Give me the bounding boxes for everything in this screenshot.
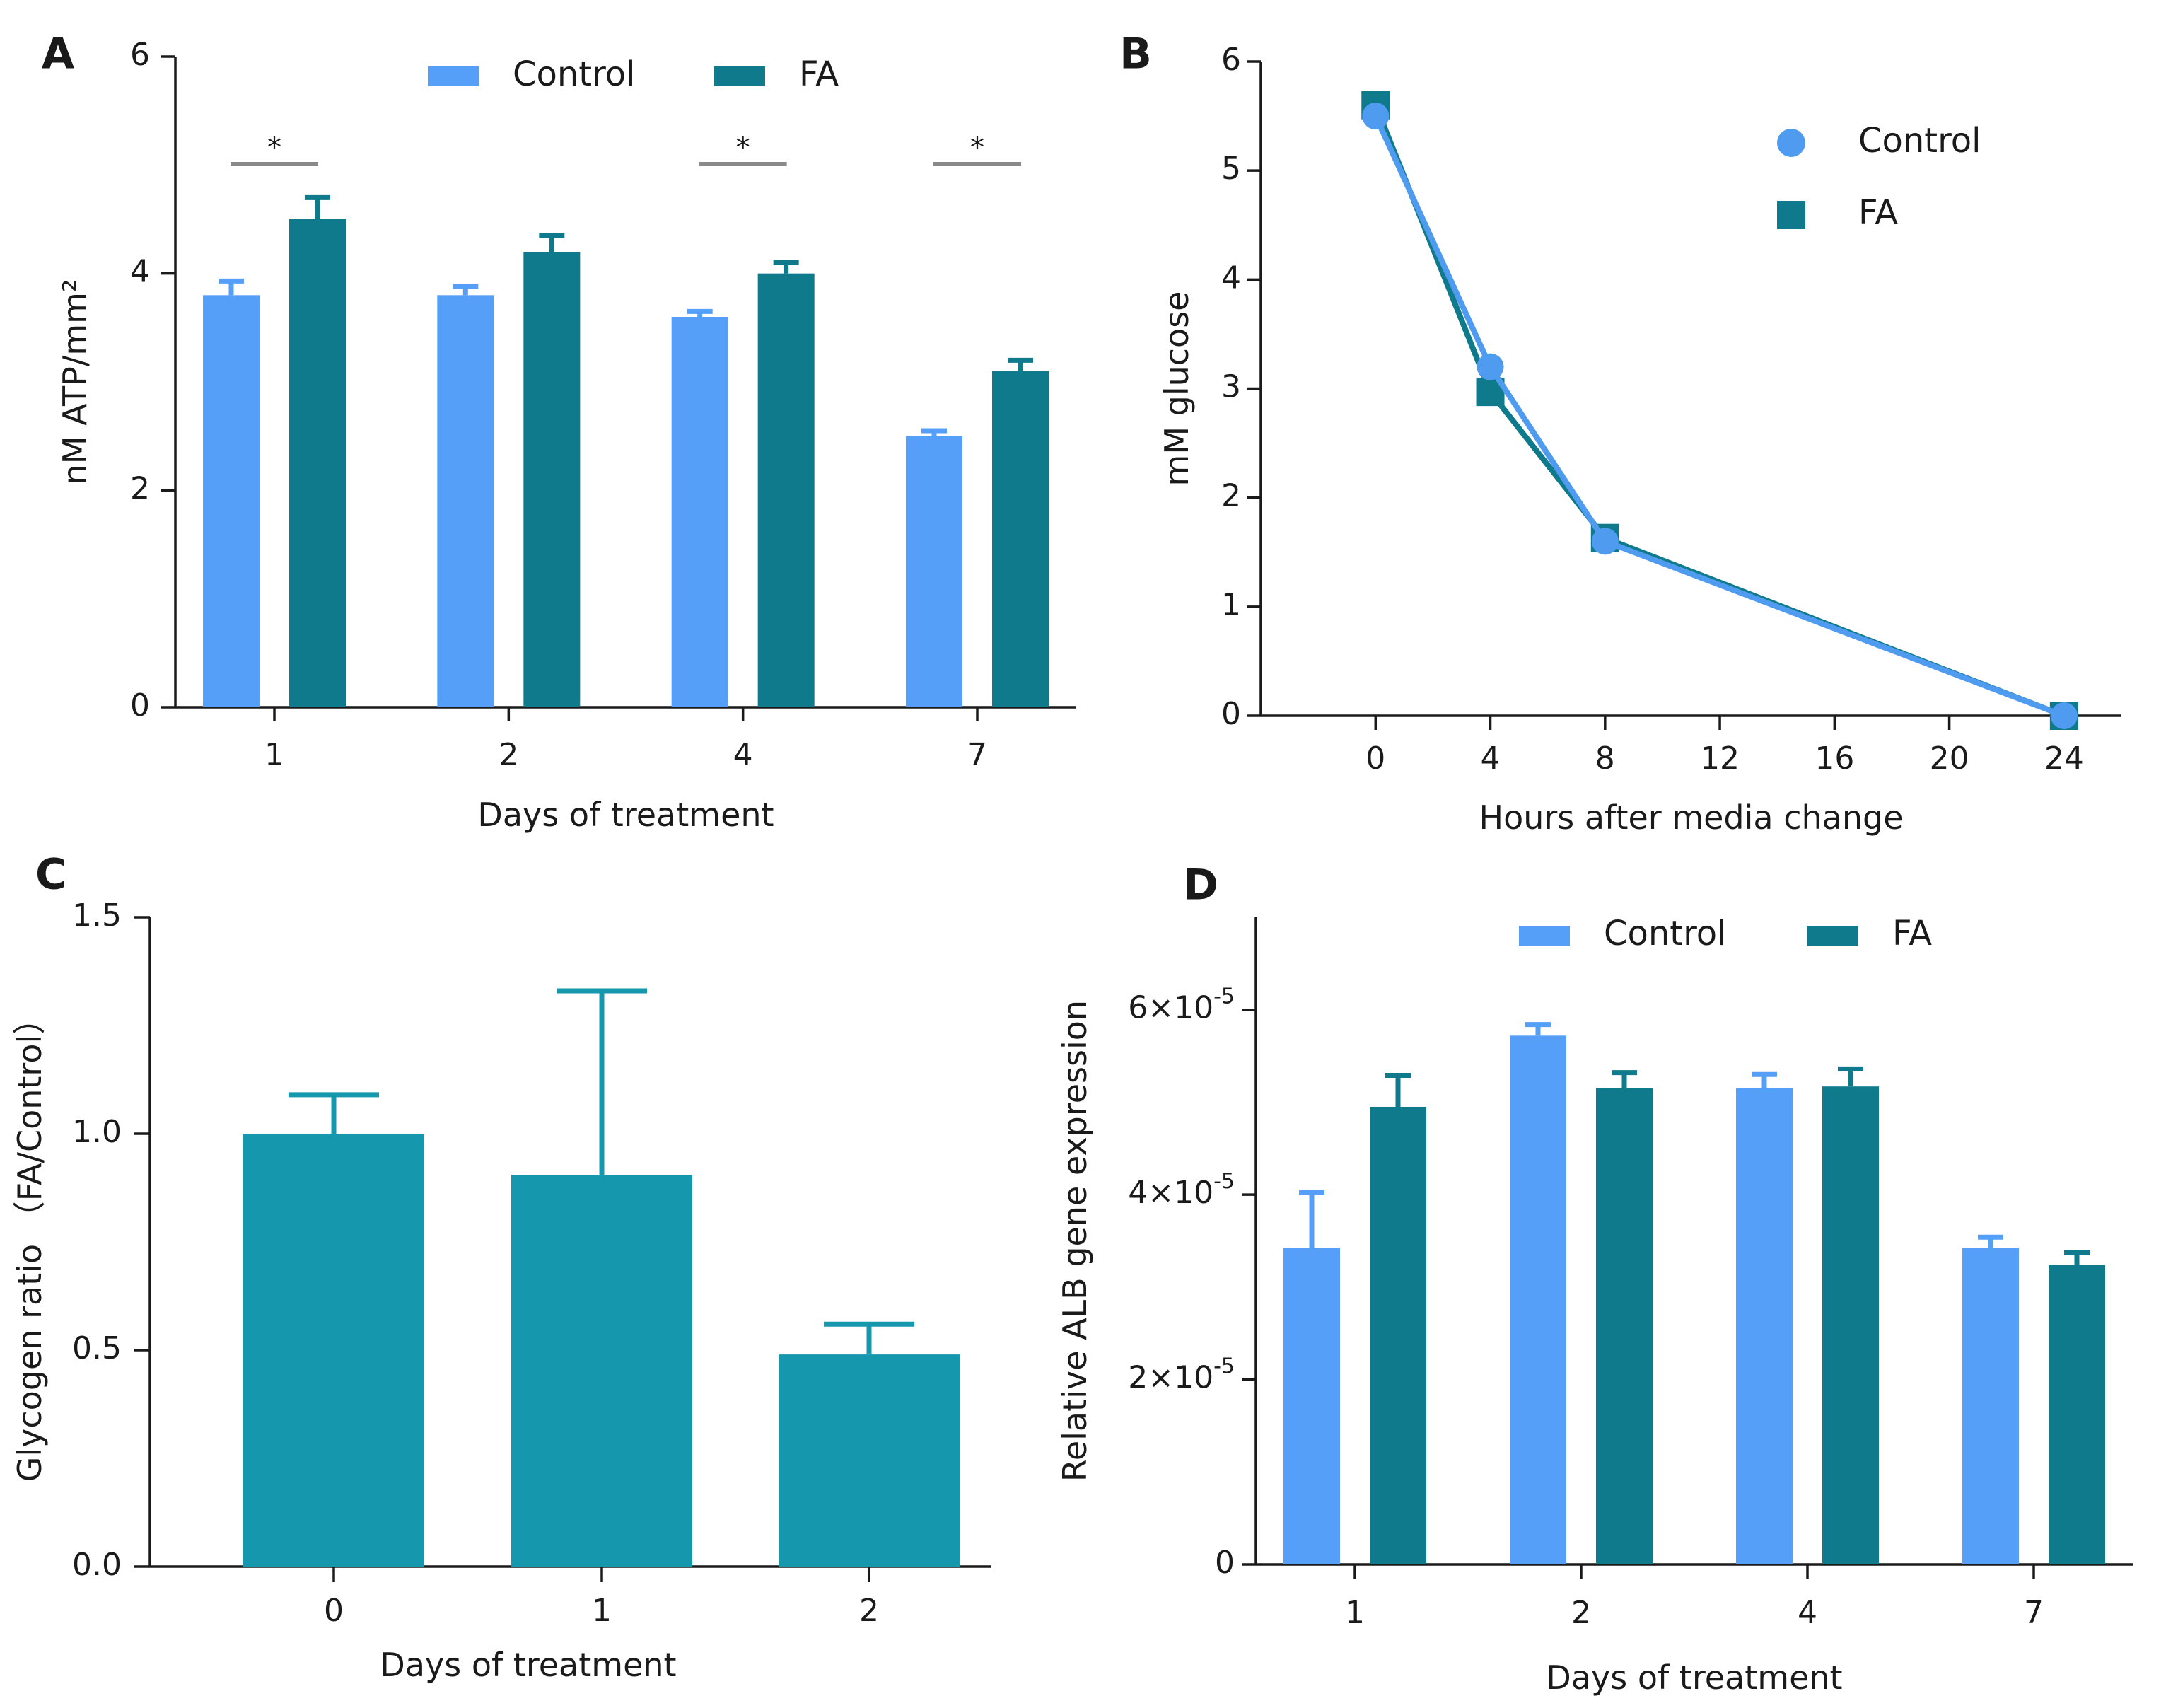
x-tick-label: 7 <box>967 737 987 773</box>
x-tick-label: 0 <box>324 1593 344 1629</box>
point-control-0 <box>1362 103 1390 130</box>
y-axis-title: mM glucose <box>1158 291 1196 487</box>
x-tick-label: 7 <box>2024 1595 2044 1631</box>
x-axis-title: Days of treatment <box>477 796 774 834</box>
y-tick-label: 1.0 <box>72 1114 122 1150</box>
x-tick-label: 16 <box>1815 740 1854 777</box>
panel-letter: B <box>1119 30 1152 79</box>
significance-label: * <box>736 132 750 164</box>
y-tick-label: 0 <box>130 687 150 724</box>
series-line-fa <box>1373 104 2066 719</box>
y-tick-label: 1 <box>1221 587 1241 623</box>
bar-0 <box>243 1134 424 1567</box>
legend-swatch-control <box>428 66 479 86</box>
y-tick-label: 0.5 <box>72 1330 122 1366</box>
legend-swatch-control <box>1519 926 1570 946</box>
bar-fa-1 <box>1370 1106 1426 1564</box>
y-axis-title: Glycogen ratio （FA/Control） <box>11 1002 49 1482</box>
bar-fa-1 <box>289 219 346 707</box>
legend-label-control: Control <box>513 54 636 94</box>
series-line-control <box>1373 115 2066 719</box>
y-tick-label: 0.0 <box>72 1547 122 1583</box>
y-tick-label: 4 <box>1221 260 1241 296</box>
panel-c: C 0.0 0.5 1.0 1.5 Days of treatment Glycogen r… <box>11 850 991 1684</box>
bar-1 <box>511 1175 692 1567</box>
y-tick-label: 2 <box>130 470 150 506</box>
panel-letter: C <box>35 850 66 900</box>
bar-fa-2 <box>523 252 581 707</box>
y-tick-label: 1.5 <box>72 897 122 934</box>
x-tick-label: 12 <box>1700 740 1740 777</box>
legend-label-fa: FA <box>799 54 839 94</box>
panel-a: A 0 2 4 6 Days of treatment nM ATP/mm² 1 * 2 4 * 7 * C… <box>42 30 1076 834</box>
x-tick-label: 8 <box>1595 740 1615 777</box>
x-axis-title: Hours after media change <box>1479 798 1903 837</box>
bar-control-1 <box>203 295 260 707</box>
x-tick-label: 1 <box>1345 1595 1365 1631</box>
legend-marker-control <box>1777 129 1805 157</box>
bar-2 <box>779 1354 960 1567</box>
legend-label-fa: FA <box>1858 193 1898 233</box>
bar-control-7 <box>1962 1248 2019 1564</box>
y-axis-title: nM ATP/mm² <box>56 279 94 485</box>
x-axis-title: Days of treatment <box>380 1646 676 1684</box>
y-tick-label: 6 <box>130 37 150 73</box>
x-tick-label: 4 <box>1481 740 1501 777</box>
significance-label: * <box>267 132 281 164</box>
point-control-8 <box>1591 528 1619 555</box>
x-tick-label: 2 <box>499 737 518 773</box>
x-tick-label: 2 <box>1571 1595 1591 1631</box>
y-tick-label: 6×10-5 <box>1128 984 1235 1026</box>
y-tick-label: 6 <box>1221 42 1241 78</box>
x-tick-label: 0 <box>1365 740 1385 777</box>
legend-swatch-fa <box>714 66 765 86</box>
y-axis-title: Relative ALB gene expression <box>1056 1000 1094 1482</box>
point-control-24 <box>2050 702 2078 729</box>
legend-swatch-fa <box>1807 926 1858 946</box>
bar-fa-7 <box>2049 1265 2105 1564</box>
x-axis-title: Days of treatment <box>1546 1658 1842 1697</box>
y-tick-label: 0 <box>1215 1545 1235 1581</box>
significance-label: * <box>970 132 984 164</box>
panel-letter: D <box>1183 861 1218 910</box>
panel-letter: A <box>42 30 75 79</box>
point-control-4 <box>1477 353 1504 380</box>
y-tick-label: 2×10-5 <box>1128 1354 1235 1396</box>
bar-control-4 <box>1736 1088 1793 1564</box>
x-tick-label: 4 <box>1798 1595 1817 1631</box>
legend-label-control: Control <box>1858 121 1981 161</box>
bar-control-7 <box>906 436 962 707</box>
bar-control-4 <box>671 317 728 707</box>
y-tick-label: 2 <box>1221 478 1241 514</box>
legend-label-control: Control <box>1604 914 1727 953</box>
x-tick-label: 2 <box>859 1593 879 1629</box>
x-tick-label: 20 <box>1930 740 1969 777</box>
legend-marker-fa <box>1777 201 1805 229</box>
x-tick-label: 1 <box>592 1593 612 1629</box>
bar-fa-2 <box>1596 1088 1653 1564</box>
bar-fa-7 <box>992 371 1049 707</box>
x-tick-label: 4 <box>733 737 753 773</box>
y-tick-label: 4 <box>130 254 150 290</box>
x-tick-label: 24 <box>2044 740 2084 777</box>
x-tick-label: 1 <box>264 737 284 773</box>
bar-fa-4 <box>757 273 815 708</box>
bar-fa-4 <box>1822 1086 1879 1564</box>
legend-label-fa: FA <box>1892 914 1932 953</box>
y-tick-label: 5 <box>1221 151 1241 187</box>
bar-control-2 <box>1510 1035 1566 1564</box>
y-tick-label: 3 <box>1221 369 1241 405</box>
bar-control-2 <box>437 295 494 707</box>
panel-d: D 0 2×10-5 4×10-5 6×10-5 Days of treatment Rel… <box>1056 861 2133 1697</box>
bar-control-1 <box>1283 1248 1340 1564</box>
y-tick-label: 0 <box>1221 696 1241 732</box>
y-tick-label: 4×10-5 <box>1128 1169 1235 1212</box>
